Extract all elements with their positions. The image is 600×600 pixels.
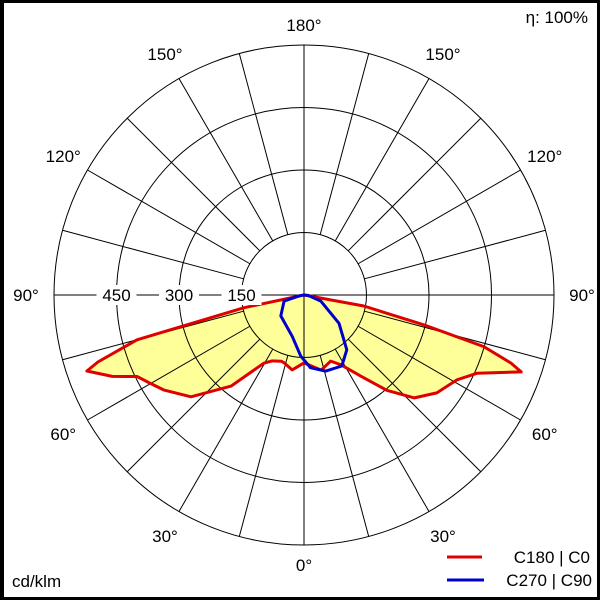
angle-label: 60° xyxy=(50,425,76,444)
grid-spoke xyxy=(178,78,274,242)
grid-spoke xyxy=(334,78,430,242)
grid-spoke xyxy=(357,325,521,421)
grid-spoke xyxy=(238,355,289,537)
angle-label: 120° xyxy=(46,147,81,166)
angle-label: 150° xyxy=(425,45,460,64)
unit-label: cd/klm xyxy=(12,572,61,591)
angle-label: 60° xyxy=(532,425,558,444)
grid-spoke xyxy=(357,169,521,265)
angle-label: 150° xyxy=(147,45,182,64)
angle-label: 30° xyxy=(152,527,178,546)
grid-spoke xyxy=(364,229,546,280)
series-line-0 xyxy=(85,293,523,400)
grid-spoke xyxy=(178,348,274,512)
grid-spoke xyxy=(238,53,289,235)
legend-label: C180 | C0 xyxy=(514,548,590,567)
tick-label-bg xyxy=(159,285,199,305)
angle-label: 30° xyxy=(430,527,456,546)
legend-label: C270 | C90 xyxy=(506,571,592,590)
grid-spoke xyxy=(62,229,244,280)
legend: C180 | C0 C270 | C90 xyxy=(447,548,592,590)
angle-label: 120° xyxy=(527,147,562,166)
grid xyxy=(53,44,555,546)
grid-spoke xyxy=(126,117,261,252)
grid-spoke xyxy=(319,355,370,537)
angle-label: 0° xyxy=(296,556,312,575)
grid-spoke xyxy=(87,169,251,265)
angle-label: 90° xyxy=(569,286,595,305)
efficiency-label: η: 100% xyxy=(526,8,588,27)
grid-spoke xyxy=(319,53,370,235)
angle-label-bg xyxy=(560,284,597,306)
radial-tick-label: 150 xyxy=(227,286,255,305)
grid-spoke xyxy=(347,117,482,252)
grid-spoke xyxy=(126,338,261,473)
angle-label: 180° xyxy=(286,16,321,35)
grid-spoke xyxy=(334,348,430,512)
radial-tick-label: 450 xyxy=(102,286,130,305)
grid-spoke xyxy=(347,338,482,473)
tick-label-bg xyxy=(221,285,262,305)
tick-label-bg xyxy=(96,285,137,305)
series-line-1 xyxy=(279,293,349,373)
grid-spoke xyxy=(87,325,251,421)
labels: 150 300 450 0° 30° 30° 60° 60° 90° 90° 120° 120° 150… xyxy=(4,16,597,575)
radial-tick-label: 300 xyxy=(165,286,193,305)
angle-label-bg xyxy=(4,284,48,306)
angle-label: 90° xyxy=(13,286,39,305)
